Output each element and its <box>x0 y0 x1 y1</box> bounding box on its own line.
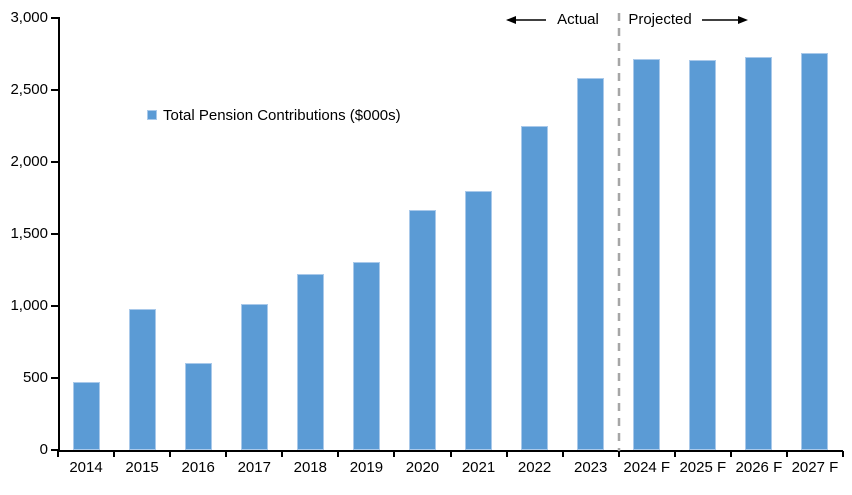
y-axis-tick-label: 2,500 <box>10 81 48 98</box>
left-arrow-icon <box>506 16 546 24</box>
bar-2017 <box>240 304 268 450</box>
x-axis-category-label: 2027 F <box>791 459 839 476</box>
x-axis-tick <box>337 451 340 457</box>
bar-2014 <box>72 382 100 450</box>
x-axis-category-label: 2022 <box>517 459 552 476</box>
y-axis-tick-label: 2,000 <box>10 153 48 170</box>
bar-2025-f <box>689 60 717 450</box>
y-axis-tick <box>51 305 60 307</box>
x-axis-category-label: 2015 <box>125 459 159 476</box>
x-axis-tick <box>785 451 788 457</box>
bar-2019 <box>352 262 380 450</box>
bar-2016 <box>184 363 212 450</box>
x-axis-category-label: 2021 <box>461 459 496 476</box>
x-axis-tick <box>561 451 564 457</box>
x-axis-tick <box>225 451 228 457</box>
x-axis-tick <box>449 451 452 457</box>
x-axis-tick <box>617 451 620 457</box>
y-axis-tick-label: 1,500 <box>10 225 48 242</box>
y-axis-tick <box>51 377 60 379</box>
x-axis-category-label: 2020 <box>405 459 440 476</box>
y-axis-tick <box>51 233 60 235</box>
x-axis-category-label: 2026 F <box>735 459 783 476</box>
y-axis-tick-label: 1,000 <box>10 297 48 314</box>
x-axis-tick <box>729 451 732 457</box>
bar-2023 <box>577 78 605 450</box>
x-axis-tick <box>505 451 508 457</box>
x-axis-line <box>58 450 843 452</box>
x-axis-tick <box>393 451 396 457</box>
x-axis-tick <box>113 451 116 457</box>
y-axis-tick-label: 3,000 <box>10 9 48 26</box>
y-axis-tick <box>51 449 60 451</box>
bar-2018 <box>296 274 324 450</box>
bar-2026-f <box>745 57 773 450</box>
x-axis-category-label: 2014 <box>69 459 103 476</box>
bar-2027-f <box>801 53 829 450</box>
y-axis-tick <box>51 161 60 163</box>
right-arrow-icon <box>702 16 748 24</box>
legend: Total Pension Contributions ($000s) <box>147 106 401 124</box>
bar-2015 <box>128 309 156 450</box>
y-axis-line <box>58 18 60 452</box>
x-axis-tick <box>281 451 284 457</box>
legend-series-marker-icon <box>147 110 157 120</box>
x-axis-tick <box>169 451 172 457</box>
y-axis-tick-label: 500 <box>22 369 48 386</box>
y-axis-tick <box>51 17 60 19</box>
bar-2020 <box>408 210 436 450</box>
bar-2021 <box>465 191 493 450</box>
x-axis-category-label: 2024 F <box>623 459 671 476</box>
y-axis-tick <box>51 89 60 91</box>
actual-projected-divider-line <box>617 13 620 451</box>
projected-section-label: Projected <box>628 11 692 28</box>
x-axis-category-label: 2023 <box>573 459 608 476</box>
x-axis-category-label: 2018 <box>293 459 327 476</box>
x-axis-tick <box>57 451 59 457</box>
bar-2022 <box>521 126 549 450</box>
bar-2024-f <box>633 59 661 450</box>
x-axis-category-label: 2017 <box>237 459 271 476</box>
x-axis-category-label: 2019 <box>349 459 384 476</box>
y-axis-tick-label: 0 <box>39 441 48 458</box>
actual-section-label: Actual <box>557 11 599 28</box>
x-axis-category-label: 2025 F <box>679 459 727 476</box>
x-axis-category-label: 2016 <box>181 459 215 476</box>
x-axis-tick <box>842 451 844 457</box>
x-axis-tick <box>673 451 676 457</box>
legend-series-label: Total Pension Contributions ($000s) <box>163 106 401 124</box>
